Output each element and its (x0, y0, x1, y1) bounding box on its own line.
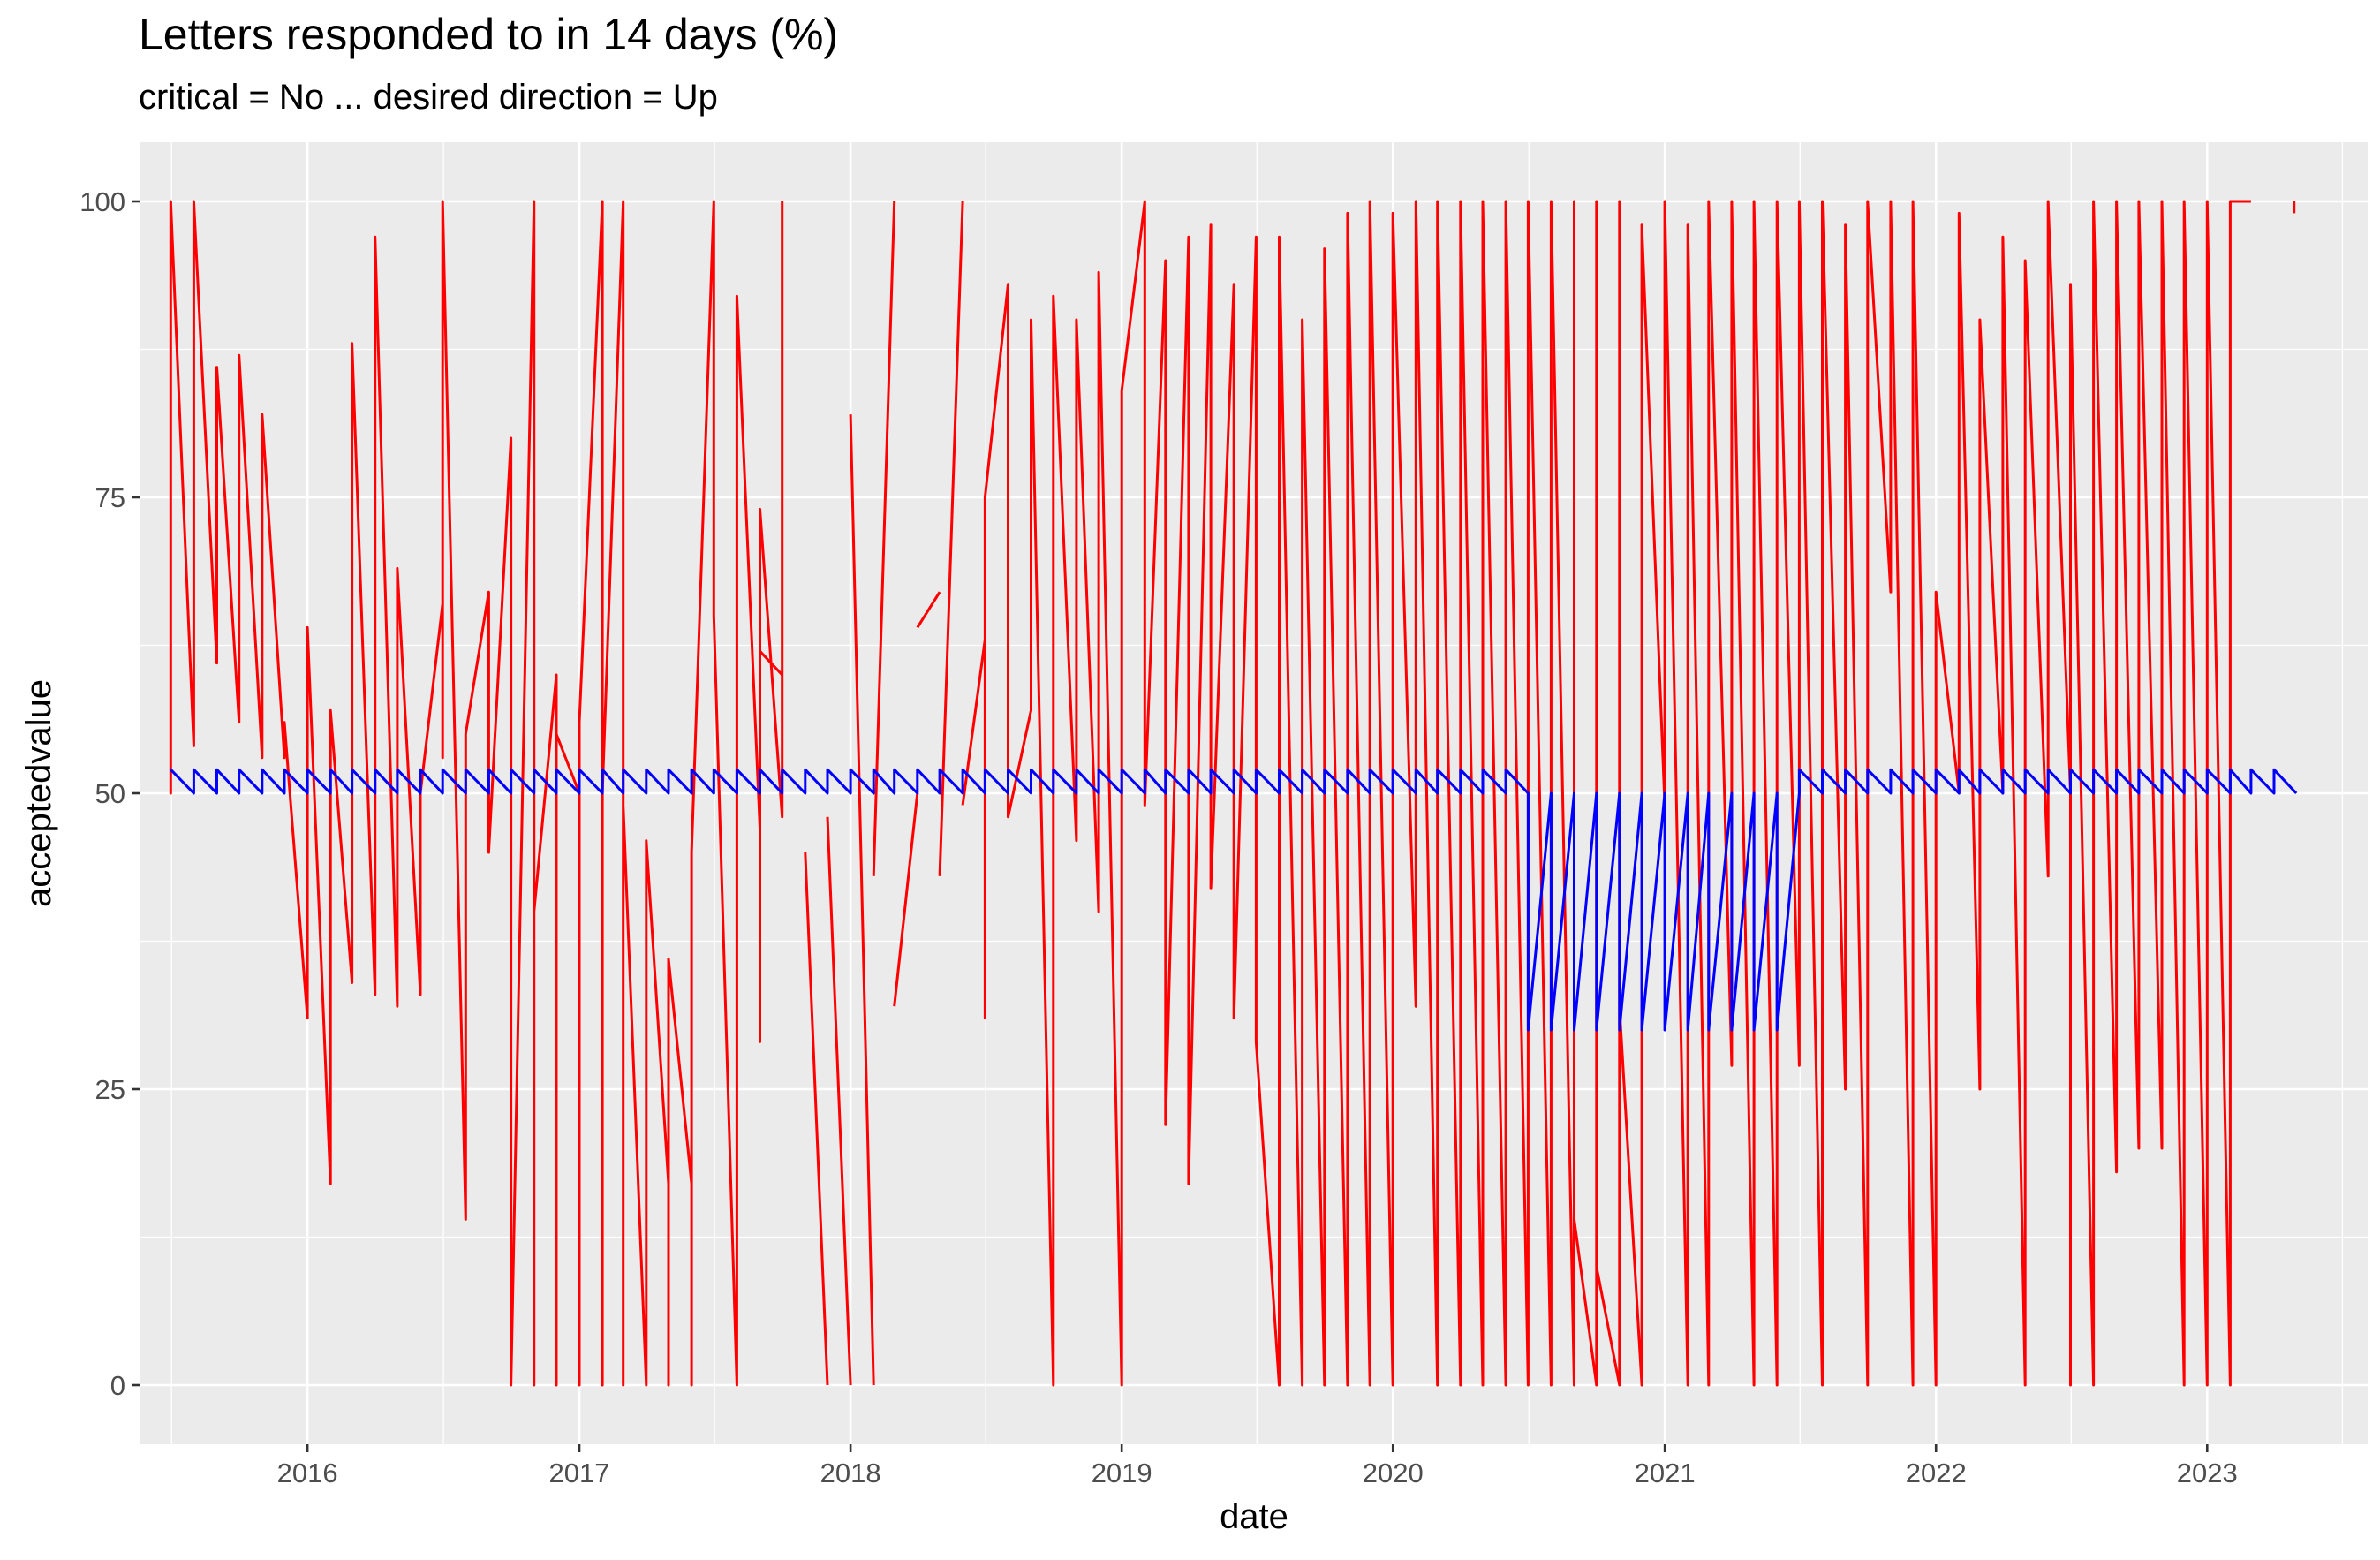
series-line-1 (916, 591, 941, 629)
x-axis-label: date (1220, 1497, 1288, 1536)
axis-layer: 0 25 50 75 100 2016 2017 2018 2019 2020 2021 2022 20… (79, 186, 2238, 1488)
x-tick-label: 2022 (1906, 1458, 1967, 1488)
series-line-1 (759, 650, 783, 677)
series-line-1 (893, 792, 919, 1007)
y-tick-label: 0 (110, 1370, 125, 1401)
series-line-1 (804, 852, 829, 1386)
x-tick-label: 2020 (1363, 1458, 1424, 1488)
series-layer (169, 200, 2298, 1387)
y-tick-label: 50 (95, 778, 125, 809)
chart-title: Letters responded to in 14 days (%) (139, 10, 839, 59)
series-line-1 (849, 414, 875, 1386)
series-line-2 (170, 768, 2298, 1032)
series-line-1 (961, 200, 2251, 1387)
series-line-1 (938, 201, 964, 876)
x-tick-label: 2021 (1635, 1458, 1696, 1488)
series-line-1 (826, 816, 852, 1386)
chart-subtitle: critical = No ... desired direction = Up (139, 78, 718, 117)
y-tick-label: 100 (79, 186, 125, 217)
x-tick-label: 2019 (1092, 1458, 1152, 1488)
x-tick-label: 2018 (820, 1458, 881, 1488)
series-line-1 (872, 201, 896, 876)
y-tick-label: 25 (95, 1074, 125, 1105)
y-axis-label: acceptedvalue (19, 679, 58, 907)
x-tick-label: 2023 (2177, 1458, 2238, 1488)
x-tick-label: 2017 (549, 1458, 610, 1488)
x-tick-label: 2016 (277, 1458, 338, 1488)
series-line-1 (169, 200, 784, 1387)
y-tick-label: 75 (95, 482, 125, 513)
